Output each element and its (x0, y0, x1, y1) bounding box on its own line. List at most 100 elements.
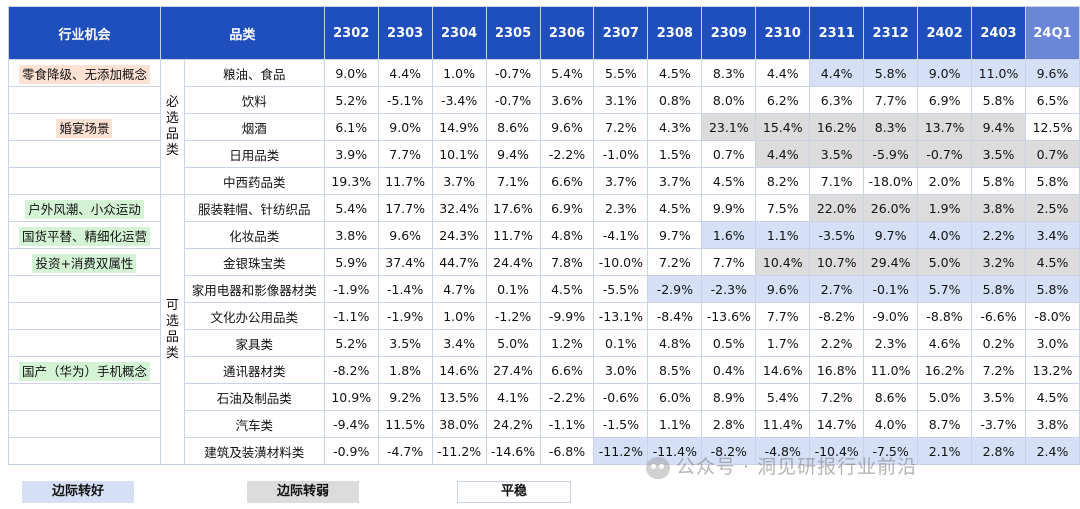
header-period: 2305 (485, 6, 541, 60)
value-cell: 7.2% (593, 113, 649, 141)
value-cell: 7.2% (809, 383, 865, 411)
value-cell: 3.7% (593, 167, 649, 195)
value-cell: -1.1% (539, 410, 595, 438)
table-row: 婚宴场景 烟酒 6.1% 9.0% 14.9% 8.6% 9.6% 7.2% 4.3% 23.1%… (8, 113, 1080, 141)
value-cell: 6.9% (539, 194, 595, 222)
value-cell: 0.7% (1024, 140, 1080, 168)
value-cell: 9.6% (539, 113, 595, 141)
value-cell: 4.4% (755, 140, 811, 168)
value-cell: 9.4% (971, 113, 1026, 141)
value-cell: 2.0% (917, 167, 973, 195)
value-cell: -9.9% (539, 302, 595, 330)
value-cell: 6.1% (323, 113, 379, 141)
value-cell: 13.5% (431, 383, 487, 411)
value-cell: 14.6% (431, 356, 487, 384)
value-cell: -5.1% (377, 86, 433, 114)
value-cell: 4.4% (755, 59, 811, 87)
value-cell: 27.4% (485, 356, 541, 384)
value-cell: 5.8% (1024, 275, 1080, 303)
opportunity-cell (8, 329, 161, 357)
header-period: 2303 (377, 6, 433, 60)
value-cell: 3.2% (971, 248, 1026, 276)
value-cell: 22.0% (809, 194, 865, 222)
value-cell: 7.7% (755, 302, 811, 330)
value-cell: -9.4% (323, 410, 379, 438)
value-cell: -0.7% (485, 59, 541, 87)
value-cell: 1.8% (377, 356, 433, 384)
value-cell: 3.8% (971, 194, 1026, 222)
opportunity-cell: 零食降级、无添加概念 (8, 59, 161, 87)
category-cell: 家具类 (183, 329, 325, 357)
value-cell: 11.0% (863, 356, 919, 384)
value-cell: 7.1% (809, 167, 865, 195)
value-cell: 0.7% (701, 140, 757, 168)
value-cell: 0.2% (971, 329, 1026, 357)
table-row: 中西药品类 19.3% 11.7% 3.7% 7.1% 6.6% 3.7% 3.7% 4.5% 8… (8, 167, 1080, 195)
value-cell: 5.4% (755, 383, 811, 411)
value-cell: 2.3% (593, 194, 649, 222)
value-cell: 9.9% (701, 194, 757, 222)
opportunity-cell (8, 437, 161, 465)
value-cell: 1.1% (755, 221, 811, 249)
value-cell: 1.0% (431, 302, 487, 330)
value-cell: 14.6% (755, 356, 811, 384)
category-cell: 日用品类 (183, 140, 325, 168)
value-cell: 6.3% (809, 86, 865, 114)
header-period: 2307 (593, 6, 649, 60)
table-row: 家具类 5.2% 3.5% 3.4% 5.0% 1.2% 0.1% 4.8% 0.5% 1.7% 2… (8, 329, 1080, 357)
value-cell: -6.6% (971, 302, 1026, 330)
header-period: 2306 (539, 6, 595, 60)
value-cell: -8.2% (323, 356, 379, 384)
category-cell: 建筑及装潢材料类 (183, 437, 325, 465)
value-cell: 24.2% (485, 410, 541, 438)
value-cell: -11.2% (431, 437, 487, 465)
value-cell: 8.7% (917, 410, 973, 438)
value-cell: 3.6% (539, 86, 595, 114)
value-cell: 7.1% (485, 167, 541, 195)
value-cell: -18.0% (863, 167, 919, 195)
value-cell: 1.9% (917, 194, 973, 222)
header-row: 行业机会 品类 2302 2303 2304 2305 2306 2307 23… (8, 6, 1080, 60)
value-cell: 3.4% (1024, 221, 1080, 249)
value-cell: 11.7% (377, 167, 433, 195)
header-period: 2310 (755, 6, 811, 60)
value-cell: -10.4% (809, 437, 865, 465)
value-cell: 11.4% (755, 410, 811, 438)
header-opportunity: 行业机会 (8, 6, 161, 60)
value-cell: 9.7% (647, 221, 703, 249)
value-cell: 5.9% (323, 248, 379, 276)
header-period: 2309 (701, 6, 757, 60)
value-cell: 6.6% (539, 356, 595, 384)
value-cell: 9.2% (377, 383, 433, 411)
value-cell: 6.6% (539, 167, 595, 195)
value-cell: 4.8% (647, 329, 703, 357)
value-cell: 6.5% (1024, 86, 1080, 114)
value-cell: 2.1% (917, 437, 973, 465)
category-cell: 化妆品类 (183, 221, 325, 249)
value-cell: -1.9% (377, 302, 433, 330)
value-cell: 4.5% (1024, 248, 1080, 276)
value-cell: 7.2% (971, 356, 1026, 384)
value-cell: 32.4% (431, 194, 487, 222)
opportunity-cell (8, 275, 161, 303)
table-row: 零食降级、无添加概念 必选品类 粮油、食品 9.0% 4.4% 1.0% -0.7% 5.4%… (8, 59, 1080, 195)
category-cell: 饮料 (183, 86, 325, 114)
value-cell: -0.1% (863, 275, 919, 303)
value-cell: 4.0% (863, 410, 919, 438)
value-cell: 1.6% (701, 221, 757, 249)
opportunity-cell (8, 86, 161, 114)
value-cell: -3.7% (971, 410, 1026, 438)
value-cell: 7.5% (755, 194, 811, 222)
value-cell: 2.2% (971, 221, 1026, 249)
value-cell: -4.7% (377, 437, 433, 465)
header-period: 2312 (863, 6, 919, 60)
value-cell: 4.3% (647, 113, 703, 141)
value-cell: 13.7% (917, 113, 973, 141)
value-cell: 5.4% (539, 59, 595, 87)
value-cell: 6.0% (647, 383, 703, 411)
value-cell: -1.0% (593, 140, 649, 168)
header-period: 2402 (917, 6, 973, 60)
category-cell: 烟酒 (183, 113, 325, 141)
value-cell: 13.2% (1024, 356, 1080, 384)
value-cell: 3.9% (323, 140, 379, 168)
